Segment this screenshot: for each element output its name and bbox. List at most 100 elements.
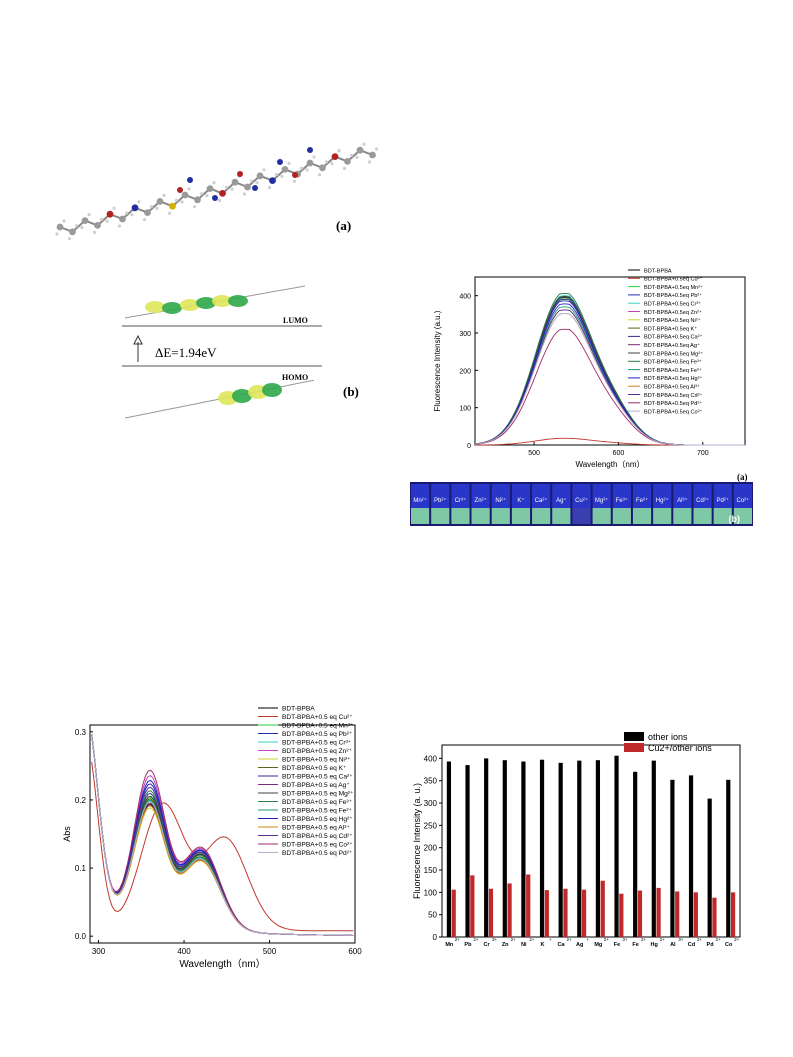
x-tick-label-superscript: 2+ bbox=[641, 937, 647, 942]
mol-hydrogen bbox=[180, 200, 184, 204]
fluorescence-series-line bbox=[474, 297, 745, 446]
mol-hydrogen bbox=[199, 192, 204, 196]
homo-bond bbox=[205, 399, 216, 403]
mol-hydrogen bbox=[187, 187, 191, 191]
x-tick-label-superscript: + bbox=[586, 937, 589, 942]
absorption-chart: 0.0 0.1 0.2 0.3 300 400 500 600 Wavelength（nm） Ab… bbox=[62, 706, 362, 971]
legend-label: BDT-BPBA+0.5 eq Cu²⁺ bbox=[282, 714, 353, 721]
fluorescence-series-line bbox=[474, 297, 745, 446]
x-tick-label: Cd bbox=[688, 942, 695, 948]
tube-top bbox=[653, 484, 672, 508]
bar-other-ions bbox=[558, 762, 563, 937]
legend-label: BDT-BPBA+0.5 eq Fe²⁺ bbox=[282, 808, 353, 815]
mol-hydrogen bbox=[192, 205, 197, 209]
tube-ion-label: Fe³⁺ bbox=[616, 497, 628, 504]
y-tick-label: 300 bbox=[424, 799, 438, 808]
mol-atom bbox=[252, 185, 258, 191]
legend-swatch bbox=[624, 743, 644, 752]
mol-atom bbox=[306, 159, 314, 167]
x-tick-label-superscript: 2+ bbox=[511, 937, 517, 942]
y-tick-label: 100 bbox=[424, 888, 438, 897]
mol-hydrogen bbox=[317, 173, 322, 177]
legend-label: BDT-BPBA+0.5eq Mn²⁺ bbox=[644, 284, 703, 291]
mol-atom bbox=[277, 159, 283, 165]
bar-cu-other-ions bbox=[712, 897, 717, 937]
legend-label: BDT-BPBA+0.5eq Co²⁺ bbox=[644, 408, 702, 415]
mol-hydrogen bbox=[112, 206, 116, 210]
tube-solution bbox=[632, 508, 652, 524]
x-tick-label-superscript: 2+ bbox=[455, 937, 461, 942]
bar-cu-other-ions bbox=[563, 888, 568, 937]
legend-label: BDT-BPBA+0.5 eq Ni²⁺ bbox=[282, 757, 351, 764]
fluorescence-series-line bbox=[474, 306, 745, 446]
x-tick-label: 500 bbox=[263, 947, 277, 956]
mol-atom bbox=[344, 158, 351, 165]
tube-top bbox=[491, 484, 510, 508]
mol-atom bbox=[356, 146, 364, 154]
legend-label: BDT-BPBA+0.5eq Ag⁺ bbox=[644, 342, 700, 349]
y-tick-label: 400 bbox=[459, 294, 471, 301]
mol-hydrogen bbox=[349, 153, 354, 157]
mol-hydrogen bbox=[105, 219, 109, 223]
x-tick-label: 400 bbox=[177, 947, 191, 956]
mol-hydrogen bbox=[342, 166, 347, 170]
mol-atom bbox=[369, 151, 376, 159]
legend-label: BDT-BPBA+0.5eq Pb²⁺ bbox=[644, 292, 702, 299]
bar-other-ions bbox=[465, 765, 470, 937]
mol-hydrogen bbox=[162, 193, 166, 197]
legend-label: BDT-BPBA+0.5eq Fe³⁺ bbox=[644, 359, 702, 366]
mol-hydrogen bbox=[249, 179, 254, 183]
bar-other-ions bbox=[707, 798, 712, 937]
mol-atom bbox=[119, 215, 126, 223]
tube-top bbox=[713, 484, 732, 508]
tube-top bbox=[592, 484, 611, 508]
mol-hydrogen bbox=[362, 142, 366, 146]
homo-bond bbox=[178, 404, 189, 408]
homo-lobe bbox=[232, 389, 252, 403]
mol-atom bbox=[237, 171, 243, 177]
x-tick-label-superscript: 3+ bbox=[678, 937, 684, 942]
bar-cu-other-ions bbox=[544, 890, 549, 937]
homo-bond bbox=[286, 383, 297, 387]
bar-cu-other-ions bbox=[451, 889, 456, 937]
x-tick-label: Ca bbox=[558, 942, 566, 948]
homo-lobe bbox=[262, 383, 282, 397]
mol-hydrogen bbox=[355, 155, 359, 159]
mol-hydrogen bbox=[312, 155, 316, 159]
bar-other-ions bbox=[614, 755, 619, 937]
y-axis-label: Abs bbox=[62, 826, 72, 842]
tube-solution bbox=[612, 508, 631, 524]
legend-label: BDT-BPBA+0.5eq Cu²⁺ bbox=[644, 276, 702, 283]
homo-bond bbox=[142, 412, 153, 415]
tube-solution bbox=[592, 508, 611, 524]
y-axis-label: Fluorescence Intensity (a.u.) bbox=[433, 310, 442, 411]
bar-plot-frame bbox=[441, 744, 741, 938]
legend-label: BDT-BPBA+0.5 eq Pd²⁺ bbox=[282, 850, 353, 857]
mol-atom bbox=[269, 177, 276, 184]
mol-hydrogen bbox=[167, 211, 172, 215]
homo-bond bbox=[151, 410, 162, 414]
homo-bond bbox=[295, 381, 306, 385]
lumo-lobe bbox=[228, 295, 248, 307]
mol-atom bbox=[94, 222, 101, 229]
tube-top bbox=[673, 484, 692, 508]
mol-hydrogen bbox=[242, 192, 247, 196]
mol-atom bbox=[292, 172, 298, 178]
mol-atom bbox=[131, 204, 139, 212]
x-tick-label-superscript: 2+ bbox=[734, 937, 740, 942]
x-tick-label-superscript: 2+ bbox=[529, 937, 535, 942]
mol-atom bbox=[256, 172, 264, 180]
mol-hydrogen bbox=[330, 162, 334, 166]
legend-label: BDT-BPBA+0.5 eq Hg²⁺ bbox=[282, 816, 353, 823]
tube-ion-label: Ni²⁺ bbox=[495, 497, 506, 504]
mol-hydrogen bbox=[274, 173, 279, 177]
mol-atom bbox=[144, 209, 151, 216]
y-tick-label: 200 bbox=[459, 368, 471, 375]
x-tick-label: K bbox=[540, 942, 544, 948]
bar-cu-other-ions bbox=[656, 887, 661, 937]
molecule-structure bbox=[55, 142, 379, 241]
mol-atom bbox=[281, 166, 289, 173]
tube-solution bbox=[733, 508, 752, 524]
tube-solution bbox=[713, 508, 732, 524]
legend-label: BDT-BPBA+0.5 eq Co²⁺ bbox=[282, 842, 353, 849]
